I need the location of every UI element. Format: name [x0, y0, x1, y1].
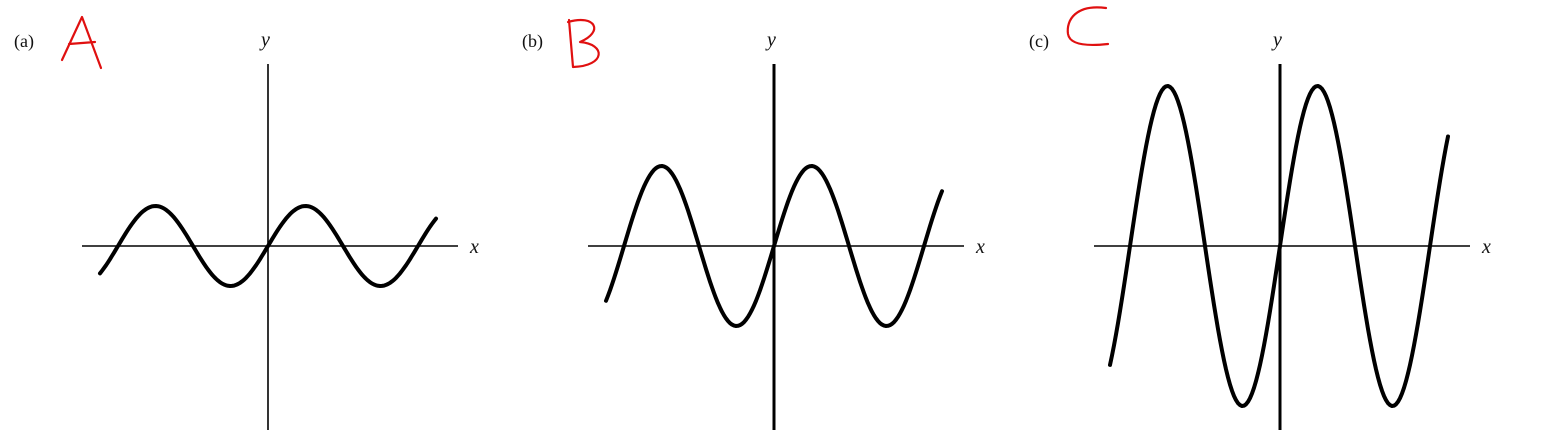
panel-a-y-axis-label: y — [259, 29, 270, 51]
panel-c-y-axis-label: y — [1271, 29, 1282, 51]
panel-c-label: (c) — [1029, 31, 1049, 52]
panel-b: (b) y x — [522, 18, 985, 430]
handwritten-c-mark — [1066, 6, 1110, 47]
panel-b-y-axis-label: y — [765, 29, 776, 51]
panel-a-sine-curve — [98, 204, 438, 288]
panel-b-label: (b) — [522, 31, 543, 52]
panel-b-sine-curve — [604, 164, 944, 328]
handwritten-b-mark — [566, 18, 600, 69]
panel-c-sine-curve — [1108, 84, 1450, 408]
panel-a-x-axis-label: x — [469, 236, 479, 258]
handwritten-a-mark — [60, 15, 103, 70]
panel-c: (c) y x — [1029, 6, 1491, 430]
panel-a: (a) y x — [14, 15, 479, 430]
panel-b-x-axis-label: x — [975, 236, 985, 258]
panel-c-x-axis-label: x — [1481, 236, 1491, 258]
panel-a-label: (a) — [14, 31, 34, 52]
